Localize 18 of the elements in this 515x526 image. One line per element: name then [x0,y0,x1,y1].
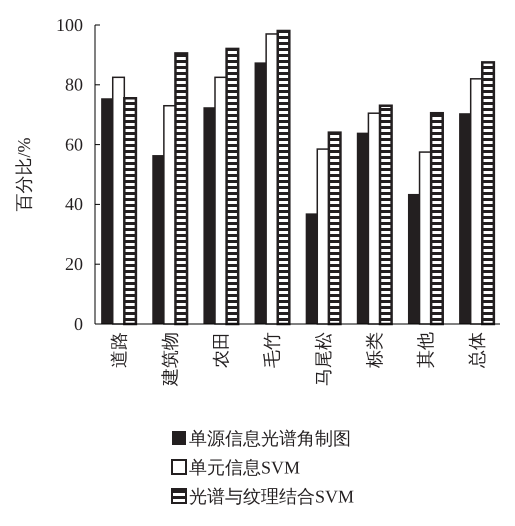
x-tick-label: 马尾松 [313,332,334,386]
x-tick-label: 农田 [211,332,232,368]
y-tick-label: 40 [65,194,83,214]
y-axis-title: 百分比/% [14,138,34,212]
legend-label: 光谱与纹理结合SVM [189,486,354,506]
x-tick-label: 毛竹 [262,332,282,368]
legend-label: 单元信息SVM [189,457,300,478]
x-tick-label: 栎类 [364,332,385,369]
x-tick-label: 道路 [108,332,129,368]
x-tick-label: 其他 [416,332,436,368]
x-tick-label: 建筑物 [160,332,180,387]
y-tick-label: 20 [65,254,83,274]
y-tick-label: 0 [74,314,83,334]
y-tick-label: 100 [56,14,83,35]
y-tick-label: 80 [65,74,83,95]
x-tick-label: 总体 [466,332,487,369]
legend-label: 单源信息光谱角制图 [189,428,351,448]
y-tick-label: 60 [65,134,83,154]
